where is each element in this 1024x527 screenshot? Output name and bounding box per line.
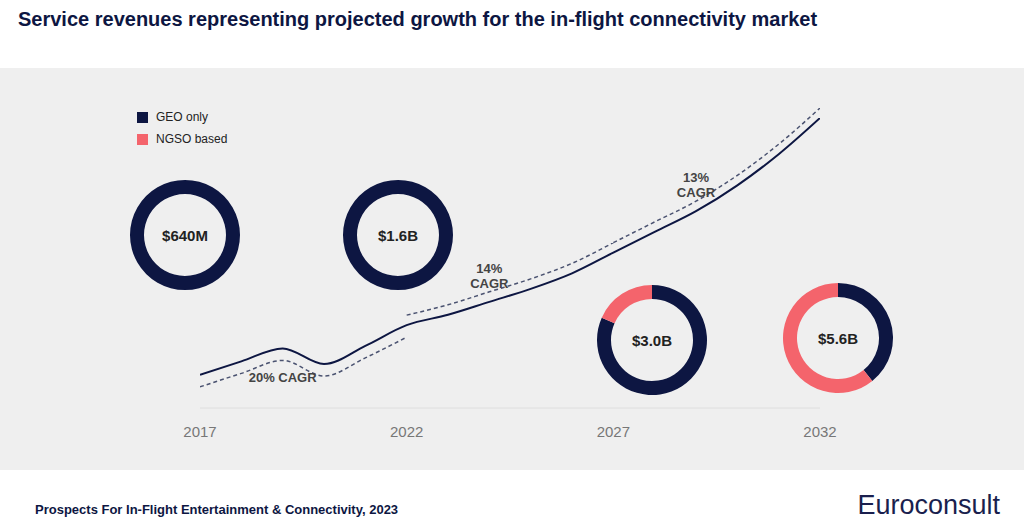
svg-text:2022: 2022	[390, 423, 423, 440]
html-text:NGSO based: NGSO based	[156, 132, 228, 146]
svg-text:14%CAGR: 14%CAGR	[470, 261, 509, 291]
svg-text:2017: 2017	[183, 423, 216, 440]
html-text:$1.6B: $1.6B	[378, 226, 418, 244]
svg-text:2032: 2032	[803, 423, 836, 440]
html-text:$3.0B: $3.0B	[632, 331, 672, 349]
html-text:$640M: $640M	[162, 226, 208, 244]
svg-text:2027: 2027	[597, 423, 630, 440]
html-text:Euroconsult: Euroconsult	[857, 490, 1000, 520]
html-text:GEO only: GEO only	[156, 110, 208, 124]
html-text:Prospects For In-Flight Entert: Prospects For In-Flight Entertainment & …	[35, 502, 399, 517]
html-text:Service revenues representing: Service revenues representing projected …	[18, 8, 818, 30]
svg-text:20% CAGR: 20% CAGR	[249, 370, 318, 385]
svg-text:13%CAGR: 13%CAGR	[677, 170, 716, 200]
html-text:$5.6B: $5.6B	[818, 329, 858, 347]
